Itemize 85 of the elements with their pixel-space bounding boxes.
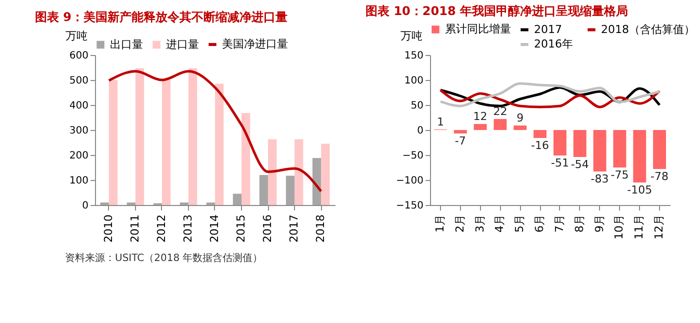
x-tick-label: 2014 [208, 214, 221, 242]
bar [573, 130, 586, 157]
legend-label: 进口量 [166, 38, 199, 51]
data-label: -78 [650, 170, 669, 183]
legend-label: 2017 [534, 22, 562, 36]
x-tick-label: 12月 [652, 214, 666, 240]
chart-title: 图表 9：美国新产能释放令其不断缩减净进口量 [35, 10, 288, 24]
y-tick-label: −50 [402, 150, 424, 162]
x-tick-label: 2016 [261, 214, 274, 242]
bar [534, 130, 547, 138]
bar [553, 130, 566, 156]
y-tick-label: 300 [69, 126, 88, 136]
x-tick-label: 7月 [552, 214, 566, 232]
line-series [108, 70, 322, 192]
legend-label: 2016年 [534, 38, 573, 50]
y-tick-label: 500 [69, 76, 88, 86]
y-tick-label: −150 [396, 200, 424, 212]
bar [188, 68, 198, 205]
data-label: 1 [436, 116, 444, 128]
bar [454, 130, 467, 134]
bar [135, 68, 144, 205]
text: 资料来源：USITC（2018 年数据含估测值） [65, 252, 263, 264]
y-tick-label: 50 [410, 100, 424, 112]
legend-label: 2018（含估算值） [601, 22, 695, 36]
legend-label: 累计同比增量 [445, 22, 511, 36]
y-tick-label: 100 [404, 76, 424, 86]
x-tick-label: 2017 [288, 214, 301, 242]
line-series [439, 82, 661, 108]
data-label: -54 [570, 158, 589, 171]
bar [286, 176, 295, 205]
bar [474, 124, 487, 130]
y-tick-label: −100 [396, 176, 424, 186]
bar [108, 80, 118, 205]
x-tick-label: 2013 [181, 214, 194, 242]
y-tick-label: 0 [82, 200, 88, 212]
bar [653, 130, 666, 169]
data-label: -83 [590, 172, 609, 186]
data-label: -51 [550, 156, 569, 170]
bar [215, 84, 224, 205]
bar [294, 139, 304, 205]
y-tick-label: 200 [69, 150, 88, 162]
x-tick-label: 2011 [128, 214, 142, 242]
legend-label: 美国净进口量 [222, 38, 288, 50]
bar [514, 126, 527, 130]
x-tick-label: 2018 [314, 214, 328, 242]
bar [259, 175, 268, 205]
x-tick-label: 4月 [493, 214, 506, 232]
data-label: 22 [493, 105, 508, 118]
x-tick-label: 2015 [234, 214, 248, 242]
data-label: -16 [531, 139, 550, 152]
x-tick-label: 6月 [533, 214, 546, 232]
bar [633, 130, 646, 182]
x-tick-label: 2010 [102, 214, 115, 242]
chart-title: 图表 10：2018 年我国甲醇净进口呈现缩量格局 [366, 4, 628, 18]
data-label: -7 [454, 134, 466, 148]
y-tick-label: 600 [69, 50, 88, 62]
x-tick-label: 2012 [154, 214, 168, 242]
bar [613, 130, 626, 168]
y-tick-label: 0 [417, 126, 424, 136]
bar [321, 144, 330, 205]
y-axis-title: 万吨 [66, 30, 88, 42]
bar [494, 119, 507, 130]
x-tick-label: 8月 [572, 214, 586, 232]
x-tick-label: 3月 [473, 214, 486, 232]
bar [593, 130, 606, 172]
x-tick-label: 5月 [513, 214, 526, 232]
x-tick-label: 2月 [453, 214, 466, 232]
bar [312, 158, 322, 205]
bar [268, 139, 277, 205]
y-tick-label: 150 [404, 50, 424, 62]
legend-label: 出口量 [110, 38, 143, 51]
bar [242, 113, 250, 205]
y-tick-label: 400 [69, 100, 88, 112]
y-axis-title: 万吨 [400, 30, 422, 42]
x-tick-label: 9月 [592, 214, 606, 232]
bar [162, 80, 171, 205]
x-tick-label: 1月 [433, 214, 446, 232]
y-tick-label: 100 [69, 176, 88, 186]
data-label: 12 [473, 110, 488, 123]
data-label: -105 [627, 184, 652, 196]
x-tick-label: 10月 [612, 214, 626, 240]
bar [232, 194, 242, 205]
data-label: -75 [610, 168, 629, 182]
x-tick-label: 11月 [632, 214, 646, 240]
data-label: 9 [516, 112, 524, 124]
